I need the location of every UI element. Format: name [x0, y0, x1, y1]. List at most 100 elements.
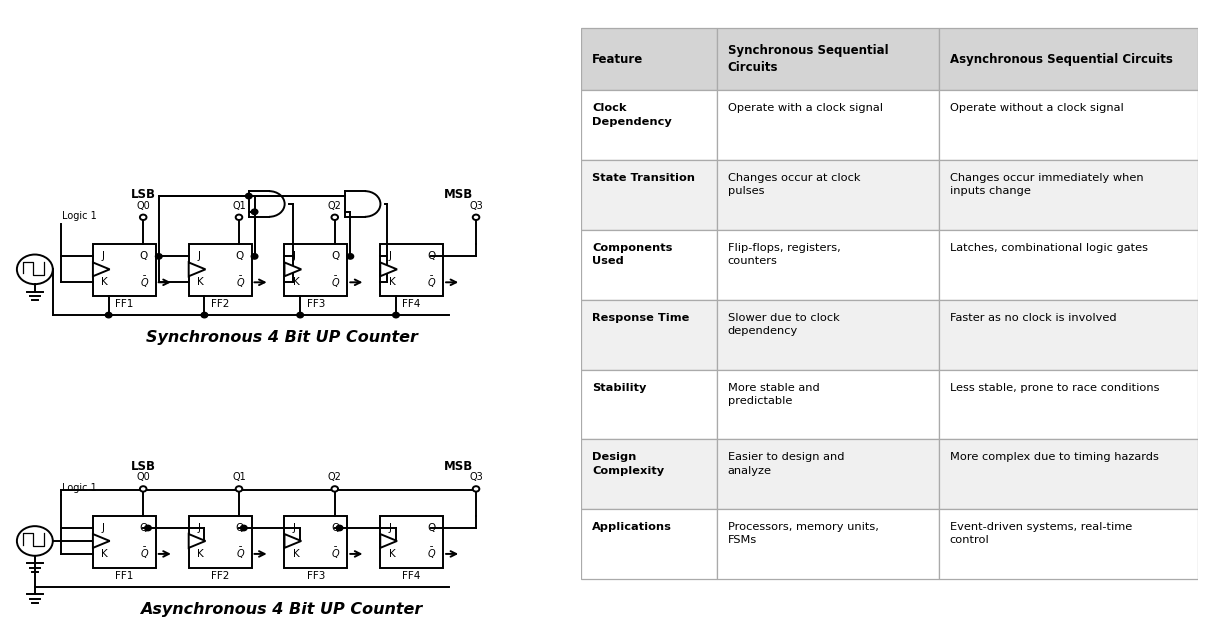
- Bar: [581, 230, 716, 300]
- Text: Latches, combinational logic gates: Latches, combinational logic gates: [950, 243, 1148, 253]
- Bar: [581, 160, 716, 230]
- Text: Asynchronous 4 Bit UP Counter: Asynchronous 4 Bit UP Counter: [140, 602, 422, 616]
- Circle shape: [105, 313, 111, 318]
- Bar: [939, 509, 1198, 579]
- Polygon shape: [284, 534, 301, 548]
- Polygon shape: [380, 263, 397, 276]
- Polygon shape: [380, 534, 397, 548]
- Circle shape: [393, 313, 399, 318]
- Text: J: J: [293, 252, 296, 261]
- Text: $\bar{Q}$: $\bar{Q}$: [236, 546, 244, 562]
- Text: Processors, memory units,
FSMs: Processors, memory units, FSMs: [727, 522, 878, 545]
- Text: J: J: [388, 252, 392, 261]
- Text: Synchronous Sequential
Circuits: Synchronous Sequential Circuits: [727, 44, 888, 74]
- Circle shape: [236, 214, 242, 220]
- Circle shape: [17, 526, 53, 556]
- Bar: [716, 509, 939, 579]
- Text: Q: Q: [332, 252, 340, 261]
- Bar: [716, 370, 939, 440]
- Text: Q1: Q1: [232, 201, 246, 211]
- Text: Q: Q: [139, 523, 148, 533]
- Circle shape: [332, 486, 338, 492]
- Text: Event-driven systems, real-time
control: Event-driven systems, real-time control: [950, 522, 1133, 545]
- Text: Response Time: Response Time: [592, 313, 690, 323]
- Text: $\bar{Q}$: $\bar{Q}$: [140, 546, 149, 562]
- Text: $\bar{Q}$: $\bar{Q}$: [140, 275, 149, 290]
- Text: Q3: Q3: [469, 473, 483, 483]
- Text: FF2: FF2: [211, 299, 230, 309]
- Bar: [716, 300, 939, 370]
- Bar: [189, 245, 252, 297]
- Bar: [345, 191, 365, 217]
- Circle shape: [252, 209, 258, 214]
- Text: Logic 1: Logic 1: [63, 211, 97, 221]
- Text: FF2: FF2: [211, 571, 230, 581]
- Text: FF3: FF3: [306, 571, 325, 581]
- Text: FF1: FF1: [115, 571, 133, 581]
- Bar: [284, 516, 347, 568]
- Bar: [581, 440, 716, 509]
- Text: Flip-flops, registers,
counters: Flip-flops, registers, counters: [727, 243, 841, 266]
- Text: K: K: [102, 549, 108, 559]
- Text: J: J: [102, 523, 104, 533]
- Text: J: J: [388, 523, 392, 533]
- Polygon shape: [189, 534, 206, 548]
- Text: Q: Q: [139, 252, 148, 261]
- Text: K: K: [388, 277, 396, 288]
- Text: J: J: [102, 252, 104, 261]
- Text: Operate with a clock signal: Operate with a clock signal: [727, 103, 882, 113]
- Text: J: J: [197, 523, 200, 533]
- Text: K: K: [197, 549, 203, 559]
- Bar: [93, 516, 156, 568]
- Text: Stability: Stability: [592, 383, 646, 392]
- Text: Operate without a clock signal: Operate without a clock signal: [950, 103, 1124, 113]
- Bar: [939, 28, 1198, 91]
- Polygon shape: [189, 263, 206, 276]
- Text: FF3: FF3: [306, 299, 325, 309]
- Text: $\bar{Q}$: $\bar{Q}$: [427, 275, 437, 290]
- Text: K: K: [388, 549, 396, 559]
- Polygon shape: [284, 263, 301, 276]
- Text: FF4: FF4: [403, 299, 421, 309]
- Bar: [939, 230, 1198, 300]
- Bar: [93, 245, 156, 297]
- Bar: [249, 191, 269, 217]
- Text: More complex due to timing hazards: More complex due to timing hazards: [950, 453, 1159, 462]
- Bar: [939, 91, 1198, 160]
- Polygon shape: [93, 263, 110, 276]
- Bar: [189, 516, 252, 568]
- Text: Q: Q: [236, 523, 243, 533]
- Circle shape: [140, 486, 146, 492]
- Text: Q0: Q0: [137, 201, 150, 211]
- Circle shape: [17, 254, 53, 284]
- Text: K: K: [293, 277, 300, 288]
- Text: Q1: Q1: [232, 473, 246, 483]
- Text: FF4: FF4: [403, 571, 421, 581]
- Bar: [581, 370, 716, 440]
- Bar: [939, 300, 1198, 370]
- Bar: [716, 28, 939, 91]
- Bar: [581, 509, 716, 579]
- Text: $\bar{Q}$: $\bar{Q}$: [332, 275, 341, 290]
- Polygon shape: [93, 534, 110, 548]
- Bar: [581, 28, 716, 91]
- Bar: [939, 160, 1198, 230]
- Text: Q: Q: [427, 523, 436, 533]
- Text: Q: Q: [236, 252, 243, 261]
- Bar: [581, 91, 716, 160]
- Text: Design
Complexity: Design Complexity: [592, 453, 664, 476]
- Bar: [716, 91, 939, 160]
- Bar: [380, 516, 443, 568]
- Bar: [939, 440, 1198, 509]
- Text: Easier to design and
analyze: Easier to design and analyze: [727, 453, 845, 476]
- Circle shape: [246, 193, 252, 199]
- Bar: [581, 300, 716, 370]
- Text: K: K: [197, 277, 203, 288]
- Circle shape: [140, 214, 146, 220]
- Bar: [380, 245, 443, 297]
- Circle shape: [332, 214, 338, 220]
- Bar: [716, 160, 939, 230]
- Text: Clock
Dependency: Clock Dependency: [592, 103, 672, 126]
- Text: Feature: Feature: [592, 53, 644, 66]
- Text: MSB: MSB: [443, 188, 473, 201]
